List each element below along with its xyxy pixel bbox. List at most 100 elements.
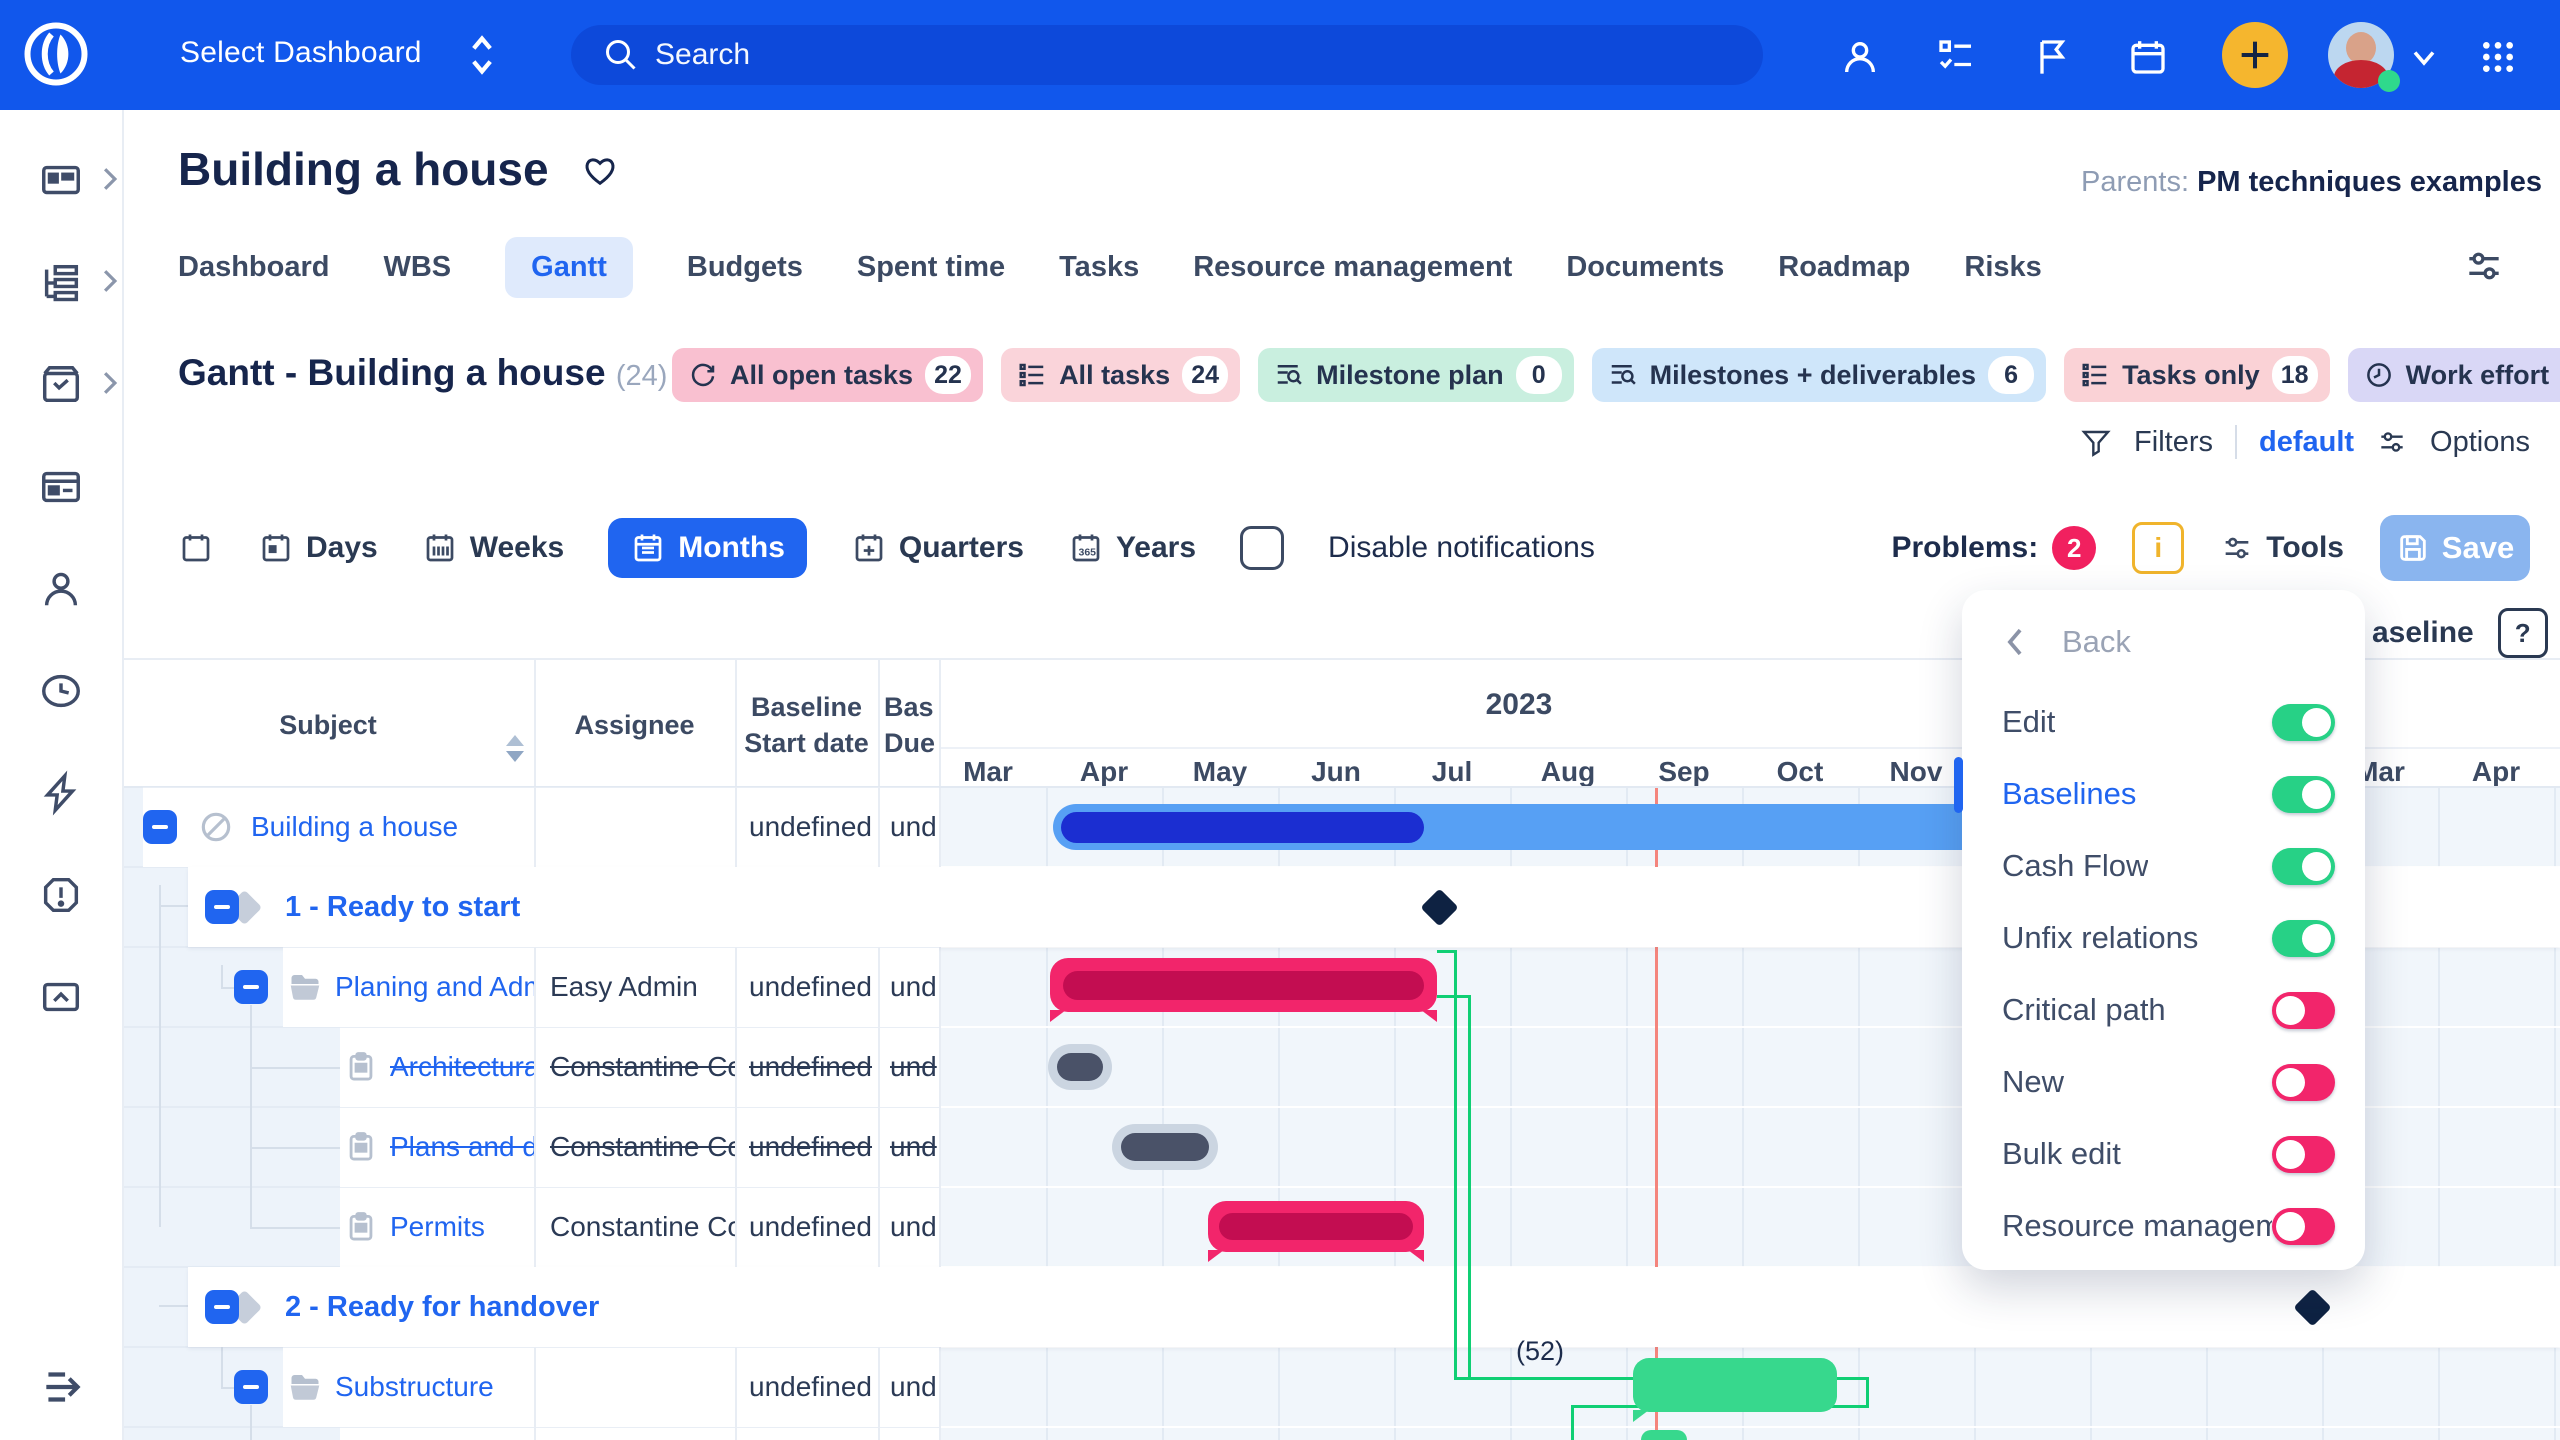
sidebar-expand-icon[interactable] <box>38 1362 88 1412</box>
panel-item-baselines[interactable]: Baselines <box>1962 758 2365 830</box>
row-subject-link[interactable]: Architectura <box>390 1051 534 1082</box>
sidebar-projects-box-icon[interactable] <box>38 362 84 408</box>
row-subject-link[interactable]: Substructure <box>335 1371 494 1402</box>
panel-back-button[interactable]: Back <box>1962 624 2365 660</box>
info-icon[interactable]: i <box>2132 522 2185 574</box>
table-row[interactable]: Plans and d Constantine Co undefined und <box>340 1107 939 1187</box>
tab-documents[interactable]: Documents <box>1566 250 1725 283</box>
gantt-bar-substructure[interactable] <box>1633 1358 1837 1422</box>
tab-wbs[interactable]: WBS <box>383 250 452 283</box>
dashboard-select-chevrons-icon[interactable] <box>462 32 502 78</box>
panel-item-bulk-edit[interactable]: Bulk edit <box>1962 1118 2365 1190</box>
table-row[interactable]: Architectura Constantine Co undefined un… <box>340 1027 939 1107</box>
toggle-critical-path[interactable] <box>2272 991 2335 1029</box>
tabs-settings-sliders-icon[interactable] <box>2462 244 2506 288</box>
tab-budgets[interactable]: Budgets <box>686 250 803 283</box>
collapse-button[interactable] <box>143 810 177 844</box>
scale-months-button[interactable]: Months <box>608 518 807 578</box>
tab-tasks[interactable]: Tasks <box>1059 250 1140 283</box>
sidebar-dashboards-chevron-icon[interactable] <box>100 166 120 192</box>
toggle-unfix-relations[interactable] <box>2272 919 2335 957</box>
save-button[interactable]: Save <box>2380 515 2530 581</box>
tab-spent-time[interactable]: Spent time <box>856 250 1006 283</box>
profile-chevron-down-icon[interactable] <box>2406 42 2442 72</box>
calendar-icon[interactable] <box>2128 37 2168 77</box>
collapse-button[interactable] <box>234 970 268 1004</box>
table-row[interactable]: Substructure undefined und <box>283 1347 939 1427</box>
tab-dashboard[interactable]: Dashboard <box>178 250 330 283</box>
sidebar-archive-icon[interactable] <box>38 974 84 1020</box>
scale-weeks-button[interactable]: Weeks <box>422 530 564 566</box>
row-subject-link[interactable]: Plans and d <box>390 1131 534 1162</box>
sidebar-time-icon[interactable] <box>38 668 84 714</box>
sidebar-projects-chevron-icon[interactable] <box>100 370 120 396</box>
filters-button[interactable]: Filters <box>2134 425 2213 458</box>
sidebar-wbs-chevron-icon[interactable] <box>100 268 120 294</box>
column-header-baseline-start[interactable]: Baseline <box>750 692 863 722</box>
row-subject-link[interactable]: 2 - Ready for handover <box>285 1290 600 1323</box>
panel-item-new[interactable]: New <box>1962 1046 2365 1118</box>
sidebar-risks-warning-icon[interactable] <box>38 872 84 918</box>
sidebar-wbs-tree-icon[interactable] <box>38 260 84 306</box>
panel-item-cash-flow[interactable]: Cash Flow <box>1962 830 2365 902</box>
options-button[interactable]: Options <box>2430 425 2530 458</box>
column-header-assignee[interactable]: Assignee <box>574 710 695 740</box>
parents-value[interactable]: PM techniques examples <box>2197 166 2542 198</box>
select-dashboard-button[interactable]: Select Dashboard <box>180 36 422 69</box>
disable-notifications-checkbox[interactable] <box>1240 526 1285 570</box>
tab-risks[interactable]: Risks <box>1964 250 2042 283</box>
table-row[interactable]: Permits Constantine Co undefined und <box>340 1187 939 1267</box>
toggle-edit[interactable] <box>2272 703 2335 741</box>
scale-quarters-button[interactable]: Quarters <box>851 530 1024 566</box>
help-icon[interactable]: ? <box>2497 608 2548 658</box>
collapse-button[interactable] <box>205 1290 239 1324</box>
panel-item-unfix-relations[interactable]: Unfix relations <box>1962 902 2365 974</box>
chip-milestones-deliverables[interactable]: Milestones + deliverables 6 <box>1591 348 2047 402</box>
tab-gantt[interactable]: Gantt <box>505 236 633 298</box>
apps-grid-icon[interactable] <box>2478 37 2518 77</box>
collapse-button[interactable] <box>234 1370 268 1404</box>
panel-item-resource-management[interactable]: Resource management <box>1962 1190 2365 1262</box>
table-row-group[interactable]: 2 - Ready for handover <box>188 1267 2560 1347</box>
column-header-subject[interactable]: Subject <box>279 710 377 740</box>
toggle-baselines[interactable] <box>2272 775 2335 813</box>
chip-all-open-tasks[interactable]: All open tasks 22 <box>672 348 984 402</box>
search-input[interactable]: Search <box>571 25 1763 85</box>
chip-all-tasks[interactable]: All tasks 24 <box>1001 348 1241 402</box>
row-subject-link[interactable]: Building a house <box>251 811 459 842</box>
tools-button[interactable]: Tools <box>2220 531 2344 565</box>
toggle-cash-flow[interactable] <box>2272 847 2335 885</box>
tasks-checklist-icon[interactable] <box>1936 37 1976 77</box>
sidebar-activity-bolt-icon[interactable] <box>38 770 84 816</box>
toggle-resource-management[interactable] <box>2272 1207 2335 1245</box>
flag-icon[interactable] <box>2032 37 2072 77</box>
tab-resource-management[interactable]: Resource management <box>1193 250 1513 283</box>
scale-years-button[interactable]: 365 Years <box>1068 530 1196 566</box>
sidebar-users-icon[interactable] <box>38 566 84 612</box>
sidebar-dashboards-icon[interactable] <box>38 158 84 204</box>
toggle-bulk-edit[interactable] <box>2272 1135 2335 1173</box>
user-icon[interactable] <box>1840 37 1880 77</box>
table-row[interactable]: Planing and Adm Easy Admin undefined und <box>283 947 939 1027</box>
row-subject-link[interactable]: Planing and Adm <box>335 971 534 1002</box>
quick-add-button[interactable] <box>2222 22 2288 88</box>
row-subject-link[interactable]: Permits <box>390 1211 485 1242</box>
toggle-new[interactable] <box>2272 1063 2335 1101</box>
panel-item-edit[interactable]: Edit <box>1962 686 2365 758</box>
chip-work-effort[interactable]: Work effort 24 <box>2347 348 2560 402</box>
tab-roadmap[interactable]: Roadmap <box>1778 250 1911 283</box>
favorite-heart-icon[interactable] <box>580 150 620 190</box>
scale-days-button[interactable]: Days <box>258 530 378 566</box>
table-row[interactable]: Building a house undefined und <box>143 787 939 867</box>
subject-sort-control[interactable] <box>506 735 524 762</box>
app-logo-icon[interactable] <box>20 18 92 90</box>
chip-milestone-plan[interactable]: Milestone plan 0 <box>1258 348 1574 402</box>
collapse-button[interactable] <box>205 890 239 924</box>
calendar-plain-icon[interactable] <box>178 530 214 566</box>
sidebar-boards-icon[interactable] <box>38 464 84 510</box>
column-header-bas[interactable]: Bas <box>884 692 934 722</box>
row-subject-link[interactable]: 1 - Ready to start <box>285 890 521 923</box>
chip-tasks-only[interactable]: Tasks only 18 <box>2064 348 2330 402</box>
panel-item-critical-path[interactable]: Critical path <box>1962 974 2365 1046</box>
problems-indicator[interactable]: Problems: 2 <box>1892 526 2097 570</box>
